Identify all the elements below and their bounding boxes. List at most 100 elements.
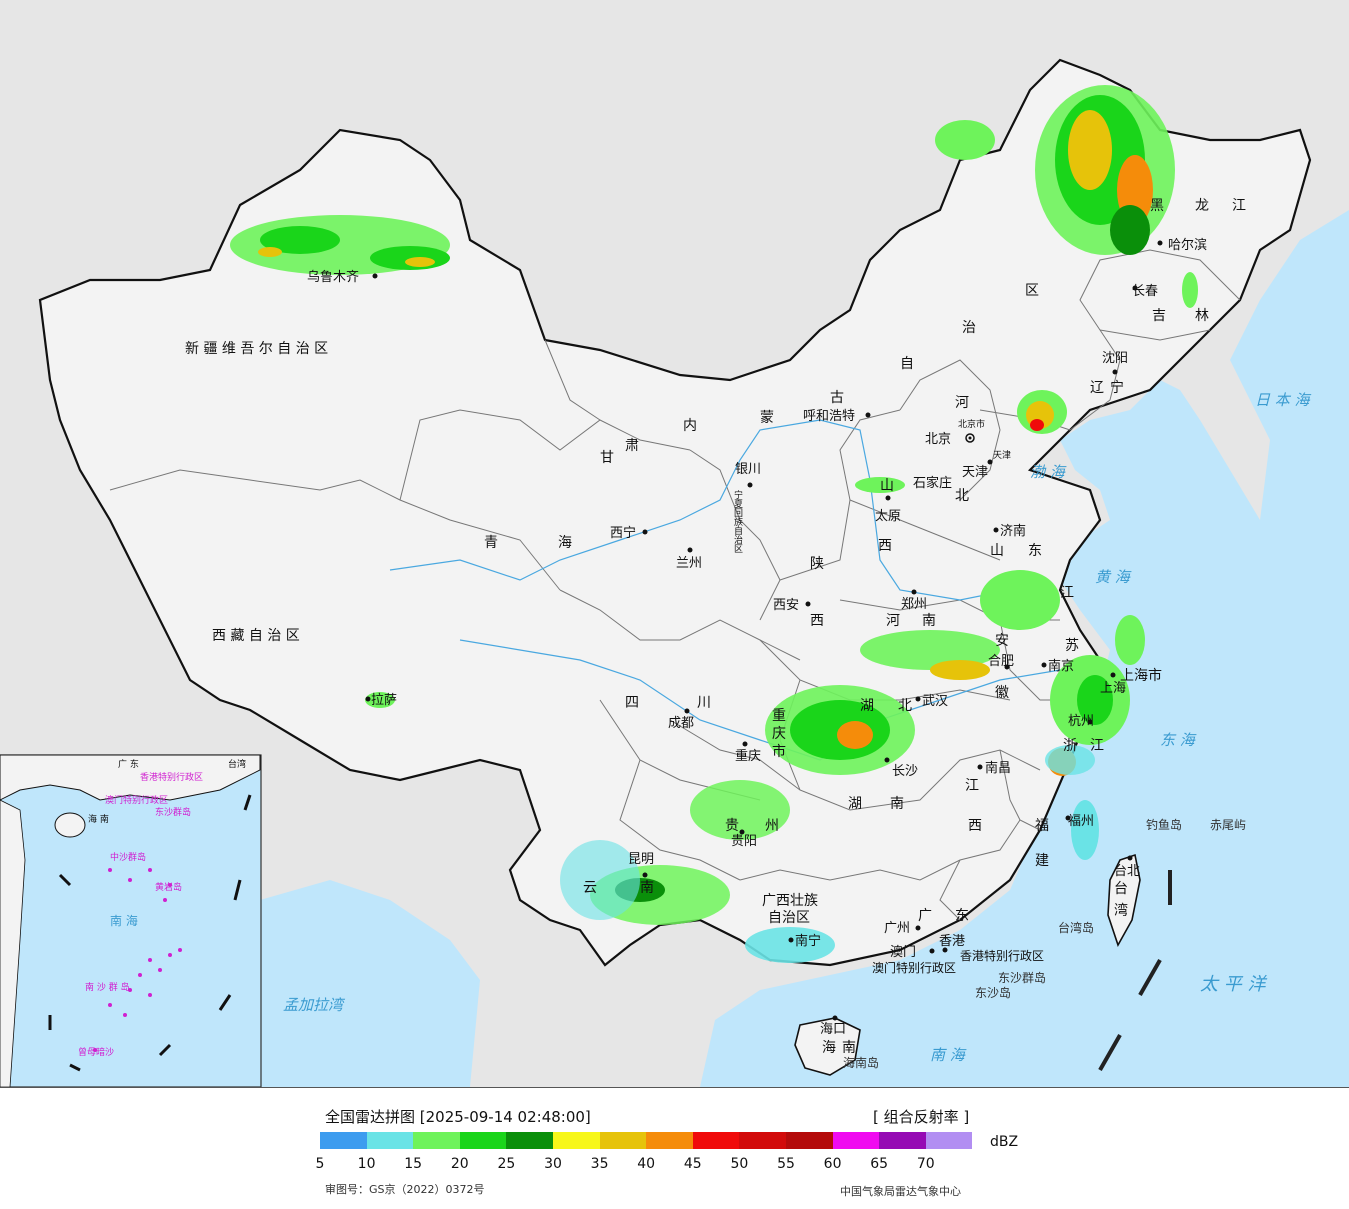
inset-label: 黄岩岛 [155, 881, 182, 893]
province-label: 山 [880, 478, 894, 494]
radar-echoes [230, 85, 1198, 963]
city-label: 澳门 [890, 944, 916, 960]
city-label: 贵阳 [731, 834, 757, 849]
province-label: 北京市 [958, 418, 985, 430]
province-label: 浙 [1063, 738, 1077, 754]
sea-boundary-dashes [1098, 870, 1172, 1071]
province-label: 西 [968, 818, 982, 834]
south-china-sea-inset [0, 754, 262, 1087]
color-swatch [413, 1132, 460, 1149]
color-swatch [785, 1132, 833, 1149]
island-labels: 钓鱼岛 赤尾屿 台湾岛 东沙群岛 东沙岛 海南岛 [843, 817, 1246, 1070]
province-label: 安 [995, 633, 1009, 649]
inset-label: 香港特别行政区 [140, 771, 203, 783]
city-label: 长沙 [892, 764, 918, 779]
color-scale-tick: 5 [315, 1156, 325, 1172]
color-swatch [692, 1132, 740, 1149]
province-label: 南 [842, 1040, 856, 1056]
province-label: 宁 [1110, 379, 1124, 396]
province-borders [109, 249, 1241, 921]
province-label: 庆 [772, 726, 786, 742]
color-scale-tick: 60 [823, 1156, 842, 1172]
inset-label: 南 沙 群 岛 [85, 981, 130, 993]
province-label: 辽 [1090, 380, 1104, 396]
city-labels: 乌鲁木齐 拉萨 西宁 兰州 银川 呼和浩特 北京 天津 石家庄 太原 济南 郑州… [307, 237, 1207, 1037]
city-label: 银川 [735, 462, 761, 477]
province-label: 江 [1232, 198, 1246, 214]
province-label: 陕 [810, 556, 824, 572]
sea-label: 日 本 海 [1255, 391, 1312, 409]
color-swatch [739, 1132, 786, 1149]
color-swatch [599, 1132, 647, 1149]
city-label: 呼和浩特 [803, 409, 855, 424]
city-label: 南昌 [985, 760, 1011, 776]
province-label: 吉 [1152, 308, 1166, 324]
bay-of-bengal [260, 880, 480, 1087]
color-scale-tick: 10 [357, 1156, 376, 1172]
color-scale-tick: 65 [870, 1156, 889, 1172]
province-label: 江 [965, 778, 979, 794]
province-label: 天津 [993, 450, 1011, 461]
province-label: 甘 [600, 450, 614, 466]
city-label: 天津 [962, 465, 988, 480]
province-label: 古 [830, 390, 844, 406]
province-label: 西 [810, 613, 824, 629]
island-label: 东沙群岛 [998, 970, 1046, 985]
city-label: 石家庄 [913, 475, 952, 491]
province-label: 区 [1025, 283, 1039, 299]
province-label: 南 [640, 880, 654, 896]
color-swatch [459, 1132, 507, 1149]
province-label: 湖 [860, 698, 874, 714]
island-label: 海南岛 [843, 1055, 879, 1070]
inset-label: 曾母暗沙 [78, 1046, 114, 1058]
province-label: 北 [898, 698, 912, 714]
city-label: 重庆 [735, 748, 761, 764]
china-mainland [38, 58, 1312, 967]
province-labels: 新 疆 维 吾 尔 自 治 区 西 藏 自 治 区 青 海 甘 肃 内 蒙 古 … [185, 198, 1246, 1056]
province-label: 上海市 [1120, 667, 1162, 684]
inset-label: 澳门特别行政区 [105, 794, 168, 806]
province-label: 西 藏 自 治 区 [212, 628, 300, 644]
province-label: 台 [1114, 881, 1128, 897]
inset-label: 海 南 [88, 813, 109, 825]
color-swatch [506, 1132, 553, 1149]
hainan-island [794, 1017, 861, 1076]
province-label: 市 [772, 743, 786, 760]
inset-labels: 广 东 香港特别行政区 澳门特别行政区 东沙群岛 海 南 中沙群岛 南 海 南 … [78, 758, 246, 1058]
city-label: 香港 [939, 934, 965, 949]
legend-title: 全国雷达拼图 [2025-09-14 02:48:00] [325, 1108, 591, 1126]
legend-product-name: [ 组合反射率 ] [873, 1108, 970, 1126]
inset-label: 台湾 [228, 758, 246, 770]
sea-label: 渤 海 [1030, 463, 1067, 481]
city-label: 西宁 [610, 525, 636, 541]
taiwan-island [1107, 853, 1141, 947]
province-label: 广西壮族 [762, 893, 818, 909]
province-label: 江 [1060, 585, 1074, 601]
color-scale-tick: 25 [497, 1156, 516, 1172]
color-scale-tick: 50 [730, 1156, 749, 1172]
city-label: 南京 [1048, 658, 1074, 674]
province-label: 四 [625, 695, 639, 711]
province-label: 新 疆 维 吾 尔 自 治 区 [185, 341, 328, 357]
city-label: 杭州 [1068, 714, 1094, 729]
province-label: 宁夏回族自治区 [732, 489, 743, 553]
province-label: 香港特别行政区 [960, 948, 1044, 963]
color-scale-tick: 20 [450, 1156, 469, 1172]
color-scale-tick: 70 [916, 1156, 935, 1172]
province-label: 澳门特别行政区 [872, 960, 956, 975]
province-label: 河 [886, 613, 900, 629]
sea-label: 黄 海 [1095, 568, 1132, 586]
sea-label: 太 平 洋 [1200, 974, 1267, 995]
province-label: 肃 [625, 438, 639, 454]
sea-label: 孟加拉湾 [283, 996, 346, 1014]
province-label: 治 [962, 320, 976, 336]
city-markers [365, 240, 1163, 1021]
province-label: 徽 [995, 685, 1009, 701]
color-scale-bar [320, 1132, 973, 1149]
producer-agency: 中国气象局雷达气象中心 [840, 1185, 961, 1198]
city-label: 台北 [1114, 864, 1140, 879]
province-label: 海 [822, 1040, 836, 1056]
province-label: 北 [955, 488, 969, 504]
province-label: 贵 [725, 818, 739, 834]
color-swatch [925, 1132, 973, 1149]
